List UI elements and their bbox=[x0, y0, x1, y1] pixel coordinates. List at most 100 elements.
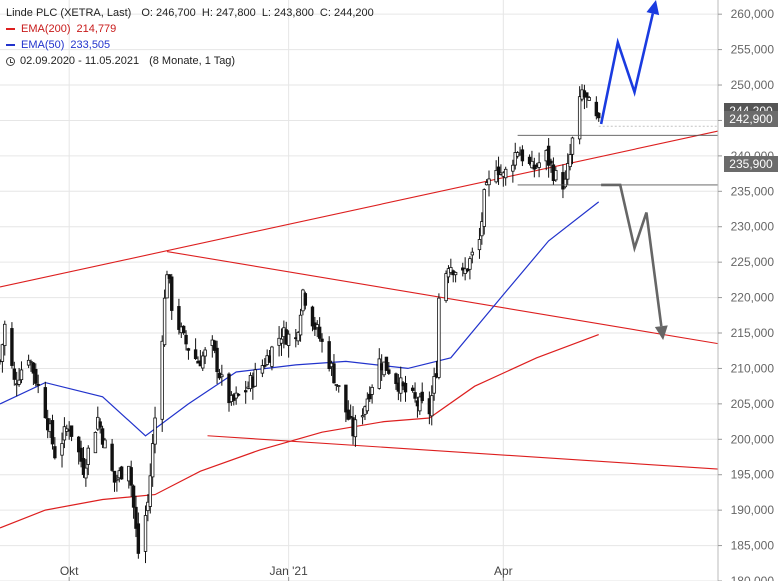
candle-body bbox=[477, 239, 482, 251]
y-tick-label: 200,000 bbox=[731, 432, 775, 446]
candle-body bbox=[60, 443, 64, 456]
ema-layer bbox=[0, 201, 600, 529]
candle-body bbox=[243, 390, 248, 393]
candle-body bbox=[337, 385, 341, 387]
candle-body bbox=[103, 439, 107, 449]
candle-body bbox=[468, 258, 472, 270]
candle-body bbox=[394, 373, 398, 385]
projection-arrow-layer bbox=[599, 0, 668, 341]
down-arrow-head-icon bbox=[654, 325, 668, 341]
candle-body bbox=[384, 356, 389, 371]
candle-body bbox=[520, 149, 525, 162]
candle-body bbox=[136, 523, 141, 554]
candle-body bbox=[432, 376, 436, 394]
candle-body bbox=[511, 164, 515, 172]
candle-body bbox=[437, 297, 441, 378]
candle-body bbox=[165, 274, 169, 299]
candle-body bbox=[353, 419, 358, 438]
candle-body bbox=[344, 384, 348, 413]
candle-body bbox=[236, 393, 241, 396]
candle-body bbox=[53, 446, 57, 459]
instrument-name: Linde PLC (XETRA, Last) bbox=[6, 7, 132, 19]
candle-body bbox=[346, 409, 350, 420]
candle-body bbox=[3, 323, 7, 346]
period-range: 02.09.2020 - 11.05.2021 bbox=[20, 55, 140, 67]
candle-body bbox=[444, 273, 448, 302]
candle-body bbox=[119, 466, 124, 480]
candle-body bbox=[93, 432, 98, 454]
candle-body bbox=[286, 333, 291, 346]
candle-body bbox=[577, 96, 582, 140]
y-tick-label: 215,000 bbox=[731, 326, 775, 340]
candle-body bbox=[487, 178, 491, 186]
candle-body bbox=[530, 160, 534, 169]
candle-body bbox=[77, 436, 81, 453]
period-note: (8 Monate, 1 Tag) bbox=[149, 55, 236, 67]
candle-body bbox=[270, 346, 274, 367]
candle-body bbox=[566, 163, 570, 180]
candle-body bbox=[12, 368, 17, 380]
candle-body bbox=[420, 391, 424, 402]
candle-body bbox=[186, 348, 191, 351]
candle-body bbox=[368, 393, 372, 400]
candle-body bbox=[79, 447, 83, 462]
trendline bbox=[166, 250, 719, 345]
price-tag-support: 235,900 bbox=[724, 156, 778, 172]
candle-body bbox=[220, 374, 224, 378]
y-tick-label: 225,000 bbox=[731, 255, 775, 269]
y-tick-label: 230,000 bbox=[731, 220, 775, 234]
candle-body bbox=[81, 458, 86, 475]
y-tick-label: 195,000 bbox=[731, 468, 775, 482]
price-tag-resistance: 242,900 bbox=[724, 111, 778, 127]
candle-body bbox=[494, 169, 498, 183]
ema50-value: 233,505 bbox=[70, 39, 111, 51]
candle-body bbox=[86, 447, 90, 465]
candle-body bbox=[112, 470, 117, 483]
candle-body bbox=[150, 443, 155, 478]
candle-body bbox=[527, 156, 532, 165]
y-tick-label: 190,000 bbox=[731, 503, 775, 517]
candle-body bbox=[43, 387, 48, 419]
trendline bbox=[0, 130, 719, 288]
candle-body bbox=[215, 347, 219, 373]
candle-body bbox=[315, 324, 319, 329]
candle-body bbox=[570, 137, 575, 155]
ema200-label: EMA(200) bbox=[21, 23, 71, 35]
ema50-swatch bbox=[6, 44, 15, 46]
candle-body bbox=[69, 425, 74, 437]
candle-body bbox=[19, 369, 24, 381]
candle-body bbox=[360, 415, 365, 418]
ema200-swatch bbox=[6, 28, 15, 30]
grid-layer bbox=[0, 0, 718, 581]
candle-body bbox=[50, 420, 55, 445]
candle-body bbox=[418, 396, 422, 412]
y-tick-label: 210,000 bbox=[731, 361, 775, 375]
candle-body bbox=[348, 415, 353, 418]
candle-body bbox=[162, 297, 167, 346]
ema50-line bbox=[0, 201, 600, 437]
clock-icon bbox=[6, 56, 15, 66]
candle-body bbox=[143, 515, 148, 552]
candle-body bbox=[115, 478, 119, 481]
candle-body bbox=[320, 338, 324, 342]
candle-body bbox=[31, 362, 36, 374]
candle-body bbox=[203, 349, 207, 357]
candle-body bbox=[253, 369, 257, 387]
candle-body bbox=[227, 373, 231, 404]
candle-body bbox=[296, 332, 300, 342]
y-tick-label: 180,000 bbox=[731, 574, 775, 581]
candle-body bbox=[279, 338, 284, 344]
candle-body bbox=[134, 506, 138, 529]
candle-body bbox=[549, 160, 553, 164]
candle-layer bbox=[0, 84, 601, 564]
ema50-label: EMA(50) bbox=[21, 39, 65, 51]
candle-body bbox=[160, 340, 164, 420]
legend-ema200-row: EMA(200) 214,779 bbox=[6, 21, 374, 37]
chart-legend: Linde PLC (XETRA, Last) O: 246,700 H: 24… bbox=[6, 5, 374, 69]
ohlc-readout: O: 246,700 H: 247,800 L: 243,800 C: 244,… bbox=[141, 7, 374, 19]
bearish-projection-line bbox=[601, 183, 663, 327]
y-tick-label: 235,000 bbox=[731, 184, 775, 198]
candle-body bbox=[449, 267, 453, 273]
candle-body bbox=[546, 145, 551, 166]
candle-body bbox=[131, 485, 136, 508]
